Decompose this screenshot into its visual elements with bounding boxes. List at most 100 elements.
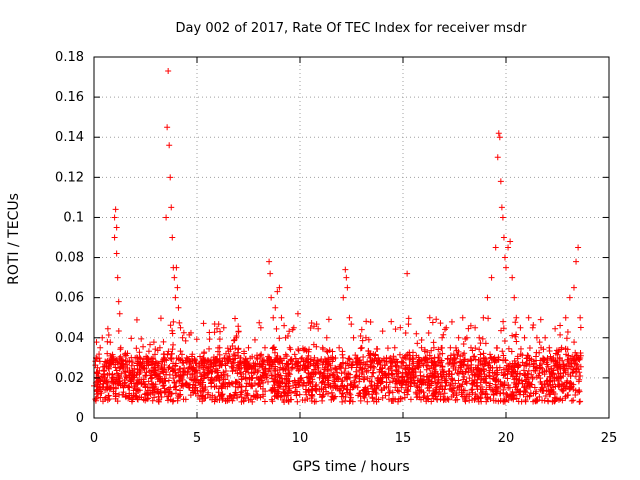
data-point-bg bbox=[504, 392, 511, 399]
data-point-bg bbox=[557, 363, 564, 370]
data-point-bg bbox=[282, 351, 289, 358]
data-point-bg bbox=[232, 315, 239, 322]
data-point-bg bbox=[135, 387, 142, 394]
data-point-bg bbox=[385, 366, 392, 373]
data-point-bg bbox=[402, 329, 409, 336]
data-point-bg bbox=[308, 386, 315, 393]
data-point-bg bbox=[533, 349, 540, 356]
data-point-bg bbox=[251, 380, 258, 387]
data-point-bg bbox=[150, 364, 157, 371]
data-point-bg bbox=[247, 355, 254, 362]
data-point-bg bbox=[486, 384, 493, 391]
data-point-bg bbox=[432, 379, 439, 386]
data-point-bg bbox=[346, 398, 353, 405]
data-point-bg bbox=[368, 359, 375, 366]
data-point-bg bbox=[347, 380, 354, 387]
data-point-bg bbox=[245, 369, 252, 376]
data-point bbox=[379, 364, 386, 371]
data-point bbox=[501, 254, 508, 261]
data-point bbox=[496, 134, 503, 141]
data-point bbox=[165, 68, 172, 75]
data-point-bg bbox=[319, 378, 326, 385]
data-point bbox=[241, 364, 248, 371]
data-point-bg bbox=[157, 389, 164, 396]
data-point-bg bbox=[519, 359, 526, 366]
data-point-bg bbox=[273, 325, 280, 332]
data-point-bg bbox=[222, 398, 229, 405]
data-point bbox=[570, 284, 577, 291]
data-point-bg bbox=[266, 354, 273, 361]
data-point-bg bbox=[271, 378, 278, 385]
y-tick-label: 0.06 bbox=[55, 291, 84, 306]
data-point bbox=[290, 324, 297, 331]
data-point-bg bbox=[97, 381, 104, 388]
data-point bbox=[447, 344, 454, 351]
data-point-bg bbox=[568, 359, 575, 366]
data-point-bg bbox=[524, 382, 531, 389]
data-point-bg bbox=[282, 383, 289, 390]
data-point-bg bbox=[127, 378, 134, 385]
data-point bbox=[278, 314, 285, 321]
data-point bbox=[451, 354, 458, 361]
data-point-bg bbox=[222, 376, 229, 383]
data-point-bg bbox=[145, 348, 152, 355]
data-point bbox=[463, 334, 470, 341]
data-point-bg bbox=[132, 383, 139, 390]
data-point-bg bbox=[478, 390, 485, 397]
data-point-bg bbox=[217, 328, 224, 335]
data-point-bg bbox=[388, 318, 395, 325]
data-point-bg bbox=[455, 370, 462, 377]
data-point-bg bbox=[464, 358, 471, 365]
data-point-bg bbox=[301, 380, 308, 387]
data-point-bg bbox=[405, 315, 412, 322]
data-point-bg bbox=[340, 385, 347, 392]
data-point-bg bbox=[271, 346, 278, 353]
data-point-bg bbox=[177, 348, 184, 355]
data-point-bg bbox=[104, 338, 111, 345]
data-point-bg bbox=[255, 382, 262, 389]
x-tick-label: 20 bbox=[498, 431, 515, 446]
data-point-bg bbox=[560, 385, 567, 392]
data-point bbox=[119, 364, 126, 371]
data-point-bg bbox=[366, 378, 373, 385]
data-point-bg bbox=[405, 321, 412, 328]
data-point bbox=[105, 364, 112, 371]
data-point-bg bbox=[481, 354, 488, 361]
y-tick-label: 0.04 bbox=[55, 331, 84, 346]
data-point-bg bbox=[505, 345, 512, 352]
data-point-bg bbox=[169, 346, 176, 353]
data-point-bg bbox=[577, 324, 584, 331]
y-tick-label: 0.16 bbox=[55, 90, 84, 105]
data-point-bg bbox=[277, 393, 284, 400]
data-point-bg bbox=[414, 363, 421, 370]
data-point bbox=[109, 374, 116, 381]
data-point bbox=[172, 294, 179, 301]
data-point-bg bbox=[498, 381, 505, 388]
data-point-bg bbox=[402, 369, 409, 376]
data-point-bg bbox=[466, 375, 473, 382]
data-point-bg bbox=[296, 366, 303, 373]
data-point-bg bbox=[216, 336, 223, 343]
data-point-bg bbox=[501, 337, 508, 344]
data-point-bg bbox=[525, 352, 532, 359]
data-point bbox=[533, 334, 540, 341]
data-point bbox=[161, 354, 168, 361]
data-point-bg bbox=[145, 378, 152, 385]
data-point bbox=[332, 364, 339, 371]
data-point-bg bbox=[455, 348, 462, 355]
data-point bbox=[414, 358, 421, 365]
data-point-bg bbox=[250, 369, 257, 376]
data-point-bg bbox=[94, 364, 101, 371]
data-point-bg bbox=[576, 376, 583, 383]
data-point-bg bbox=[313, 388, 320, 395]
data-point bbox=[173, 264, 180, 271]
data-point-bg bbox=[449, 388, 456, 395]
data-point-bg bbox=[291, 351, 298, 358]
data-point-bg bbox=[226, 355, 233, 362]
data-point-bg bbox=[476, 346, 483, 353]
data-point-bg bbox=[423, 398, 430, 405]
data-point-bg bbox=[215, 321, 222, 328]
data-point-bg bbox=[542, 393, 549, 400]
data-point bbox=[144, 354, 151, 361]
data-point-bg bbox=[543, 367, 550, 374]
